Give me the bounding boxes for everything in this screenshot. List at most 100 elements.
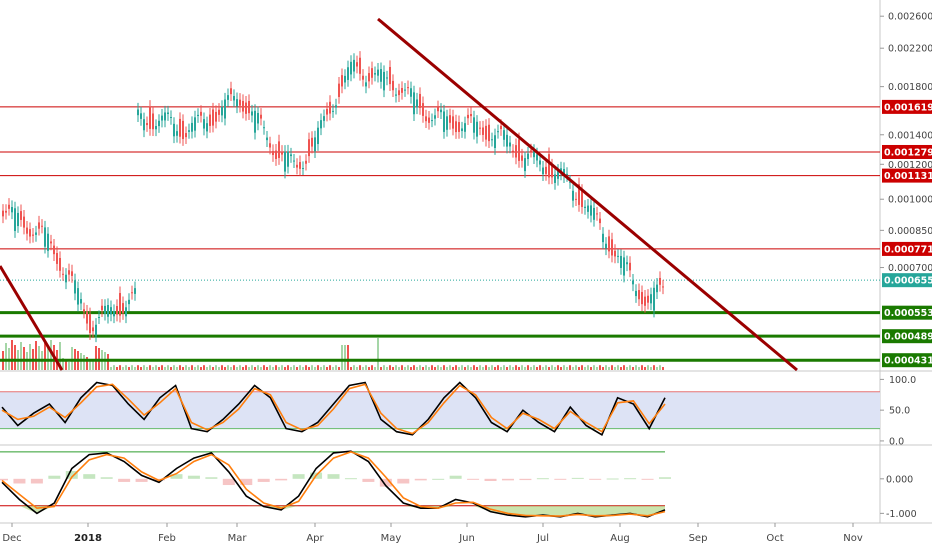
candle-body [119,293,121,316]
level-price-label: 0.00048916 [884,332,932,343]
volume-bar [641,365,643,370]
osc-histogram-bar [13,478,26,484]
osc-histogram-bar [100,477,113,479]
plot-background [0,0,880,523]
candle-body [134,288,136,294]
volume-bar [155,365,157,370]
time-tick-label: Jun [458,533,475,544]
volume-bar [209,365,211,370]
volume-bar [164,367,166,370]
candle-body [272,150,274,156]
candle-body [167,112,169,115]
volume-bar [356,367,358,370]
volume-bar [410,367,412,370]
osc-histogram-bar [240,478,253,486]
candle-body [491,139,493,141]
candle-body [401,88,403,93]
candle-body [512,150,514,152]
stoch-tick-label: 100.0 [889,375,916,386]
volume-bar [632,367,634,370]
volume-bar [527,365,529,370]
candle-body [440,109,442,113]
volume-bar [557,365,559,370]
level-price-label: 0.00127969 [884,147,932,158]
volume-bar [236,367,238,370]
candle-body [620,255,622,268]
volume-bar [563,365,565,370]
volume-bar [23,347,25,370]
candle-body [17,212,19,227]
time-tick-label: May [381,533,402,544]
volume-bar [113,365,115,370]
volume-bar [191,365,193,370]
candle-body [386,77,388,79]
candle-body [410,88,412,97]
candle-body [398,90,400,96]
candle-body [56,253,58,264]
candle-body [101,305,103,311]
osc-histogram-bar [659,477,671,479]
osc-histogram-bar [554,478,567,480]
time-tick-label: Apr [306,533,324,544]
osc-histogram-bar [292,474,305,479]
candle-body [389,66,391,85]
volume-bar [614,367,616,370]
time-tick-label: Aug [610,533,630,544]
volume-bar [596,367,598,370]
volume-bar [14,345,16,370]
volume-bar [419,365,421,370]
volume-bar [314,367,316,370]
price-tick-label: 0.00260000 [888,12,932,23]
candle-body [206,123,208,132]
volume-bar [485,365,487,370]
volume-bar [488,367,490,370]
candle-body [281,151,283,155]
candle-body [359,57,361,74]
volume-bar [149,365,151,370]
candle-body [179,118,181,137]
candle-body [26,227,28,234]
candle-body [242,100,244,112]
volume-bar [125,365,127,370]
candle-body [572,190,574,201]
candle-body [407,87,409,89]
volume-bar [38,346,40,370]
volume-bar [452,367,454,370]
volume-bar [176,367,178,370]
osc-histogram-bar [536,478,549,480]
osc-histogram-bar [449,475,462,479]
candle-body [611,239,613,256]
volume-bar [440,367,442,370]
volume-bar [344,345,346,370]
volume-bar [179,365,181,370]
stoch-band-fill [0,391,880,429]
osc-histogram-bar [170,474,183,479]
volume-bar [50,340,52,370]
volume-bar [140,367,142,370]
candle-body [632,280,634,285]
volume-bar [533,365,535,370]
candle-body [341,75,343,87]
volume-bar [317,365,319,370]
volume-bar [374,367,376,370]
level-price-label: 0.00077146 [884,244,932,255]
candle-body [425,116,427,122]
osc-histogram-bar [222,478,235,486]
volume-bar [338,367,340,370]
candle-body [539,160,541,165]
candle-body [506,134,508,147]
osc-histogram-bar [397,478,410,484]
candle-body [392,80,394,91]
candle-body [518,139,520,161]
candle-body [152,113,154,130]
candle-body [212,109,214,126]
candle-body [47,233,49,251]
osc-histogram-bar [48,475,61,479]
volume-bar [539,365,541,370]
time-tick-label: Feb [158,533,176,544]
volume-bar [11,340,13,370]
candle-body [263,127,265,129]
candle-body [74,280,76,294]
candle-body [662,286,664,288]
